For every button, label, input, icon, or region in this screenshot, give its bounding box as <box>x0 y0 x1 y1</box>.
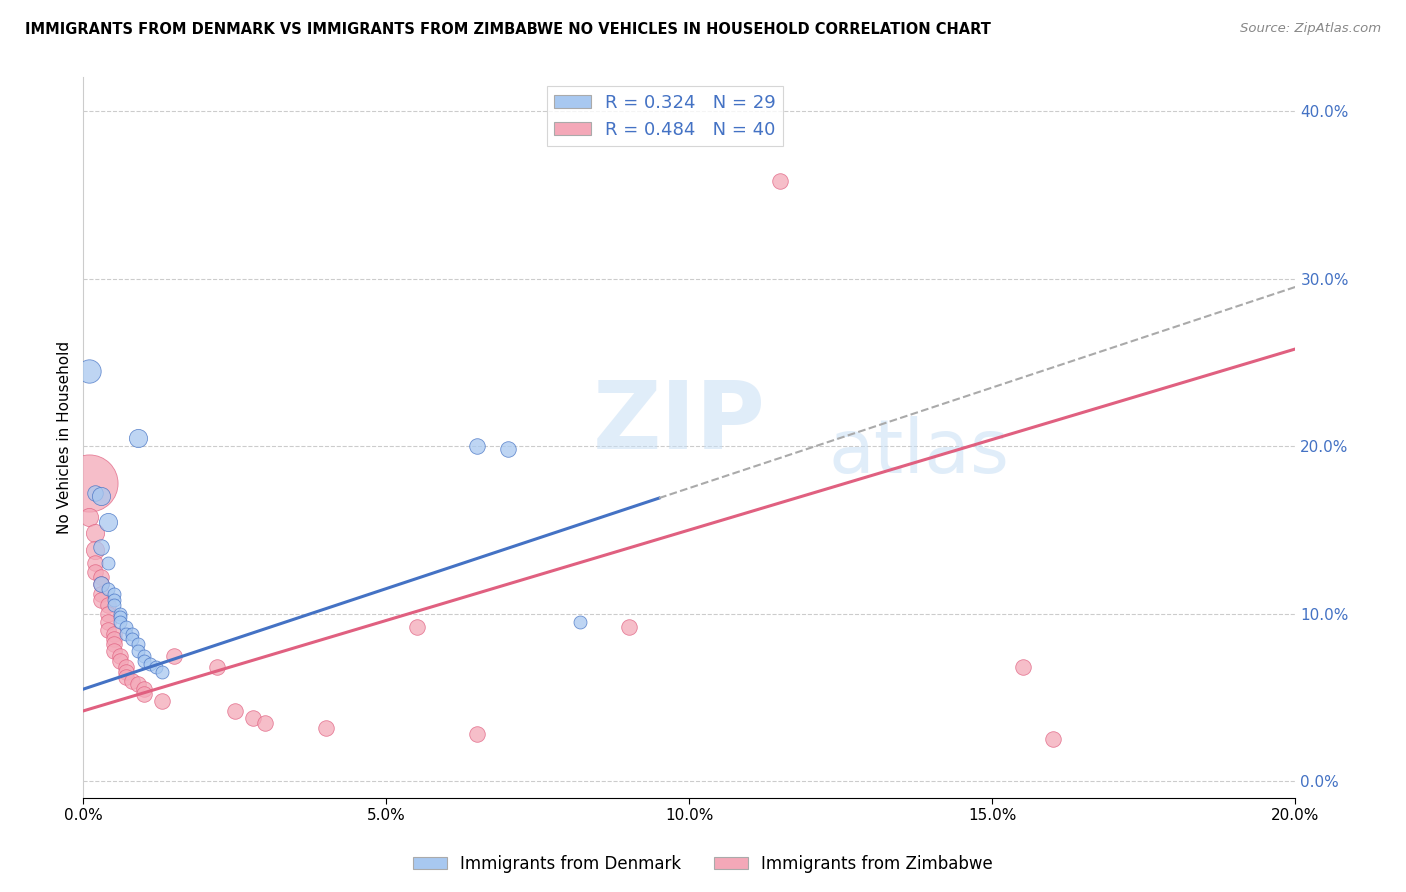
Point <box>132 648 155 663</box>
Point <box>315 721 337 735</box>
Point <box>242 711 264 725</box>
Point <box>224 704 246 718</box>
Point <box>569 615 592 629</box>
Point <box>121 632 143 646</box>
Point <box>132 654 155 668</box>
Point <box>79 364 101 378</box>
Point <box>132 682 155 697</box>
Point <box>90 576 112 591</box>
Point <box>150 665 173 680</box>
Point <box>114 660 136 674</box>
Point <box>108 610 131 624</box>
Point <box>127 431 149 445</box>
Point <box>90 586 112 600</box>
Point <box>90 570 112 584</box>
Point <box>114 620 136 634</box>
Point <box>96 607 118 621</box>
Point <box>405 620 427 634</box>
Point <box>163 648 186 663</box>
Point <box>465 727 488 741</box>
Text: Source: ZipAtlas.com: Source: ZipAtlas.com <box>1240 22 1381 36</box>
Point <box>96 599 118 613</box>
Point <box>127 637 149 651</box>
Point <box>127 677 149 691</box>
Point <box>103 593 125 607</box>
Point <box>103 599 125 613</box>
Point <box>496 442 519 457</box>
Point <box>139 657 162 671</box>
Point <box>114 627 136 641</box>
Point <box>96 624 118 638</box>
Point <box>96 615 118 629</box>
Point <box>150 694 173 708</box>
Point <box>103 632 125 646</box>
Point <box>96 557 118 571</box>
Point <box>103 627 125 641</box>
Point <box>132 687 155 701</box>
Point <box>84 557 107 571</box>
Point <box>90 540 112 554</box>
Point <box>114 665 136 680</box>
Point <box>108 654 131 668</box>
Text: IMMIGRANTS FROM DENMARK VS IMMIGRANTS FROM ZIMBABWE NO VEHICLES IN HOUSEHOLD COR: IMMIGRANTS FROM DENMARK VS IMMIGRANTS FR… <box>25 22 991 37</box>
Point <box>121 627 143 641</box>
Point <box>103 586 125 600</box>
Point <box>84 486 107 500</box>
Point <box>84 543 107 558</box>
Point <box>79 475 101 490</box>
Point <box>108 615 131 629</box>
Point <box>145 660 167 674</box>
Text: atlas: atlas <box>828 416 1010 489</box>
Legend: Immigrants from Denmark, Immigrants from Zimbabwe: Immigrants from Denmark, Immigrants from… <box>406 848 1000 880</box>
Y-axis label: No Vehicles in Household: No Vehicles in Household <box>58 341 72 534</box>
Point <box>114 670 136 684</box>
Point <box>205 660 228 674</box>
Point <box>84 565 107 579</box>
Point <box>103 637 125 651</box>
Point <box>769 174 792 188</box>
Point <box>90 576 112 591</box>
Point <box>617 620 640 634</box>
Point <box>90 593 112 607</box>
Point <box>465 439 488 453</box>
Point <box>121 673 143 688</box>
Point <box>79 509 101 524</box>
Text: ZIP: ZIP <box>592 377 765 469</box>
Point <box>90 490 112 504</box>
Point <box>127 643 149 657</box>
Point <box>103 643 125 657</box>
Legend: R = 0.324   N = 29, R = 0.484   N = 40: R = 0.324 N = 29, R = 0.484 N = 40 <box>547 87 783 146</box>
Point <box>96 515 118 529</box>
Point <box>84 526 107 541</box>
Point <box>96 582 118 596</box>
Point <box>1042 732 1064 747</box>
Point <box>1011 660 1033 674</box>
Point <box>108 648 131 663</box>
Point <box>254 715 277 730</box>
Point <box>108 607 131 621</box>
